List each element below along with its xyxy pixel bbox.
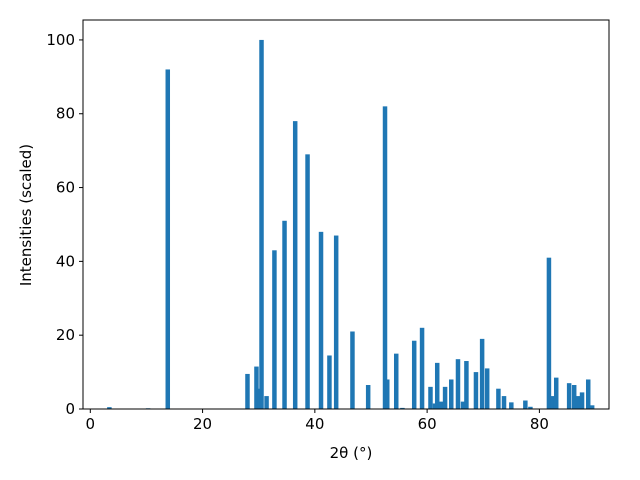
- y-tick-label: 60: [56, 179, 75, 197]
- x-tick-label: 20: [193, 415, 212, 433]
- bar: [496, 388, 501, 409]
- bar: [382, 106, 388, 409]
- bar: [245, 373, 250, 409]
- bar: [575, 396, 581, 409]
- bar: [419, 327, 425, 409]
- bar: [528, 406, 533, 409]
- bar: [479, 338, 485, 409]
- y-tick-label: 0: [65, 400, 75, 418]
- bar: [442, 386, 448, 409]
- bar: [455, 359, 461, 409]
- bar: [318, 231, 324, 409]
- bar: [460, 401, 466, 409]
- y-tick-label: 80: [56, 105, 75, 123]
- bar: [272, 250, 277, 409]
- bar: [432, 403, 438, 409]
- bar: [473, 372, 479, 409]
- bar: [165, 69, 171, 409]
- bar: [411, 340, 417, 409]
- y-tick-label: 100: [46, 31, 75, 49]
- plot-frame: [82, 19, 610, 410]
- bar: [385, 379, 390, 409]
- bar: [585, 379, 591, 409]
- bar: [264, 396, 269, 409]
- bar: [365, 385, 371, 409]
- bar: [589, 405, 595, 409]
- bar: [571, 385, 577, 409]
- bar: [107, 407, 112, 409]
- bar: [350, 331, 355, 409]
- bar: [550, 396, 555, 409]
- bar: [393, 353, 399, 409]
- bar: [333, 235, 339, 409]
- x-axis-label: 2θ (°): [330, 444, 373, 462]
- bar: [434, 362, 440, 409]
- bar: [327, 355, 332, 409]
- bar: [523, 400, 528, 409]
- bar: [509, 402, 514, 409]
- bar: [449, 379, 454, 409]
- bar: [292, 121, 298, 409]
- bar: [438, 401, 444, 409]
- bar: [501, 396, 507, 409]
- bar: [257, 388, 262, 409]
- bar: [579, 392, 585, 409]
- x-tick-label: 80: [530, 415, 549, 433]
- bar: [553, 377, 559, 409]
- bar: [259, 39, 264, 410]
- x-tick-label: 0: [86, 415, 96, 433]
- y-tick-label: 40: [56, 252, 75, 270]
- bar: [464, 361, 469, 409]
- x-tick-label: 40: [305, 415, 324, 433]
- bar: [566, 383, 572, 409]
- bar: [546, 257, 552, 409]
- bar: [282, 220, 287, 409]
- bar: [428, 386, 433, 409]
- bar: [400, 407, 405, 409]
- y-axis-label: Intensities (scaled): [17, 144, 35, 286]
- y-tick-label: 20: [56, 326, 75, 344]
- x-tick-label: 60: [418, 415, 437, 433]
- bar: [254, 366, 259, 409]
- bar: [484, 368, 490, 409]
- bar: [305, 154, 310, 409]
